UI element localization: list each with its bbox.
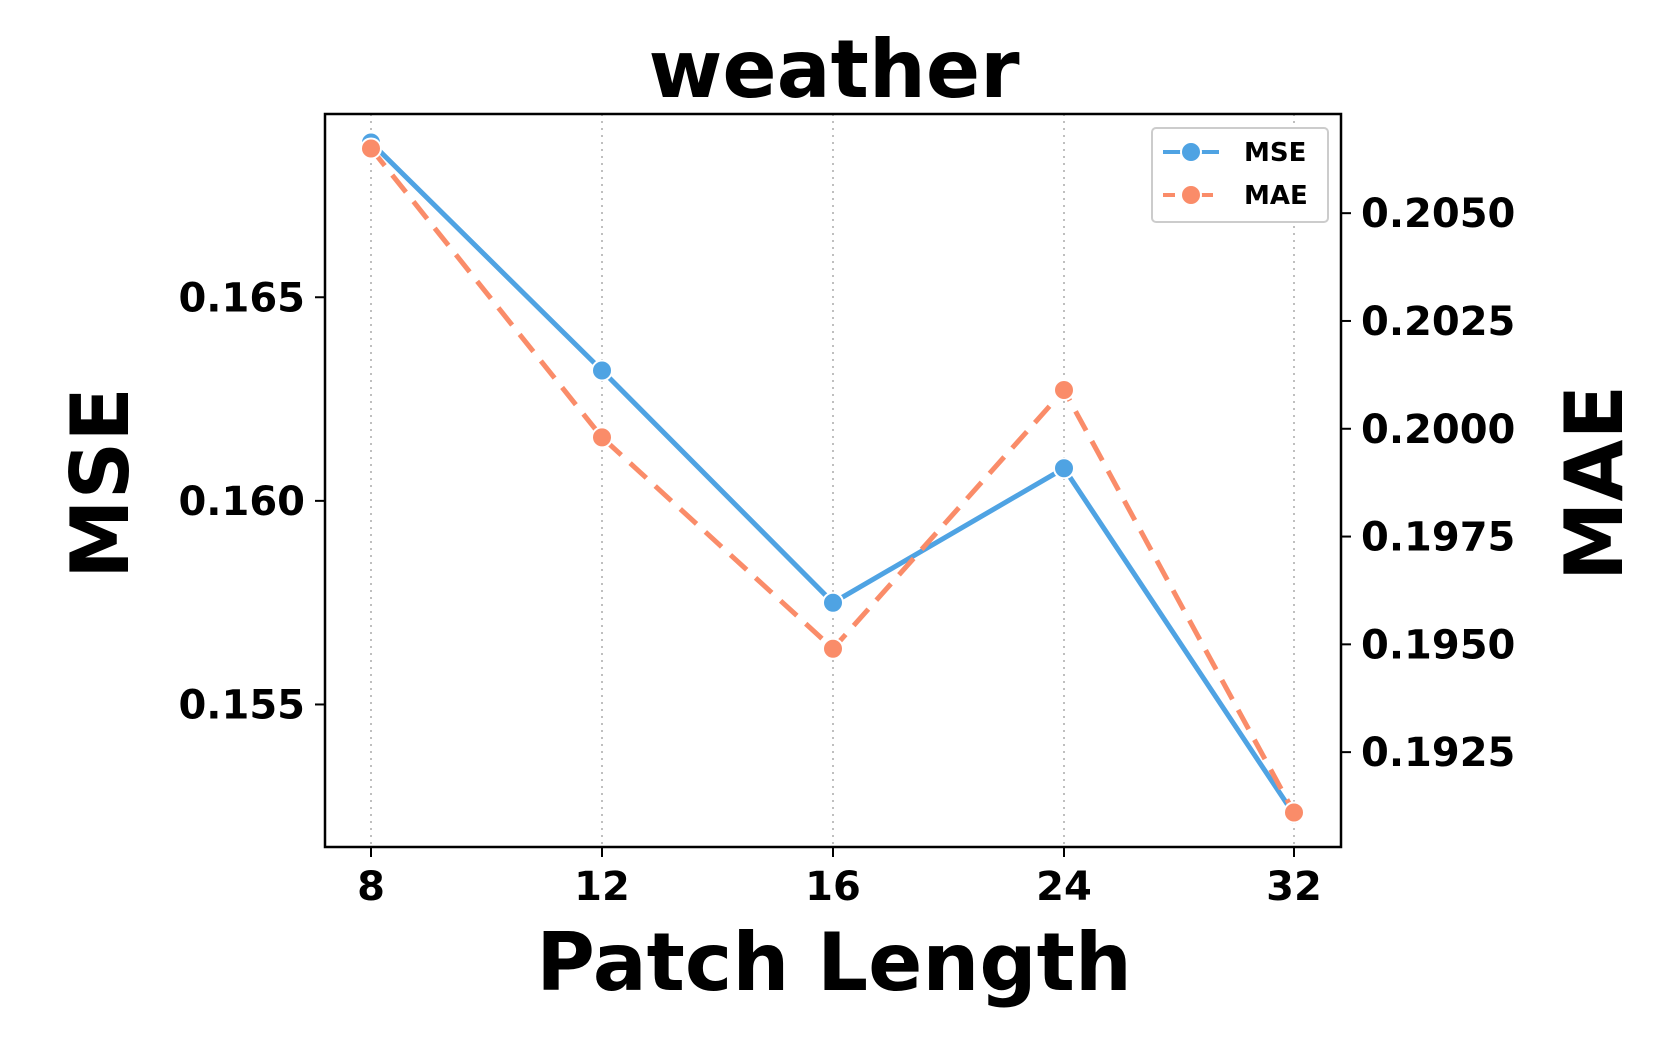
series-mse-point-24 (1053, 457, 1075, 480)
x-axis-label: Patch Length (536, 916, 1132, 1009)
plot-series (360, 131, 1305, 826)
series-mae-point-32 (1283, 801, 1305, 824)
x-tick-label-24: 24 (1036, 864, 1092, 910)
x-tick-label-32: 32 (1266, 864, 1322, 910)
series-mae-point-12 (591, 426, 613, 449)
y-left-axis-label: MSE (54, 387, 147, 579)
x-tick-label-8: 8 (357, 864, 385, 910)
chart-title: weather (648, 23, 1020, 116)
y-left-tick-label-0.155: 0.155 (178, 682, 305, 728)
y-right-tick-label-0.2050: 0.2050 (1361, 191, 1515, 237)
y-left-tick-label-0.160: 0.160 (178, 479, 305, 525)
series-mse-point-12 (591, 359, 613, 382)
y-right-tick-label-0.1925: 0.1925 (1361, 730, 1515, 776)
y-right-tick-label-0.2000: 0.2000 (1361, 407, 1515, 453)
series-mae-point-24 (1053, 379, 1075, 401)
y-right-ticks: 0.1925 0.1950 0.1975 0.2000 0.2025 0.2050 (1341, 191, 1515, 776)
x-tick-label-16: 16 (805, 864, 861, 910)
legend-mse-marker (1180, 141, 1202, 163)
legend-mae-label: MAE (1244, 181, 1308, 211)
y-right-tick-label-0.1950: 0.1950 (1361, 622, 1515, 668)
y-right-tick-label-0.1975: 0.1975 (1361, 515, 1515, 561)
y-left-tick-label-0.165: 0.165 (178, 275, 305, 321)
series-mse-point-16 (822, 591, 844, 614)
x-ticks: 8 12 16 24 32 (357, 847, 1322, 910)
x-tick-label-12: 12 (574, 864, 630, 910)
y-left-ticks: 0.155 0.160 0.165 (178, 275, 325, 728)
legend: MSE MAE (1151, 127, 1329, 223)
y-right-tick-label-0.2025: 0.2025 (1361, 299, 1515, 345)
x-grid-lines (370, 114, 1295, 847)
legend-mae-marker (1180, 184, 1202, 206)
y-right-axis-label: MAE (1548, 385, 1641, 581)
legend-mse-label: MSE (1244, 138, 1306, 168)
series-mae-point-8 (360, 137, 382, 160)
series-mae-point-16 (822, 637, 844, 660)
